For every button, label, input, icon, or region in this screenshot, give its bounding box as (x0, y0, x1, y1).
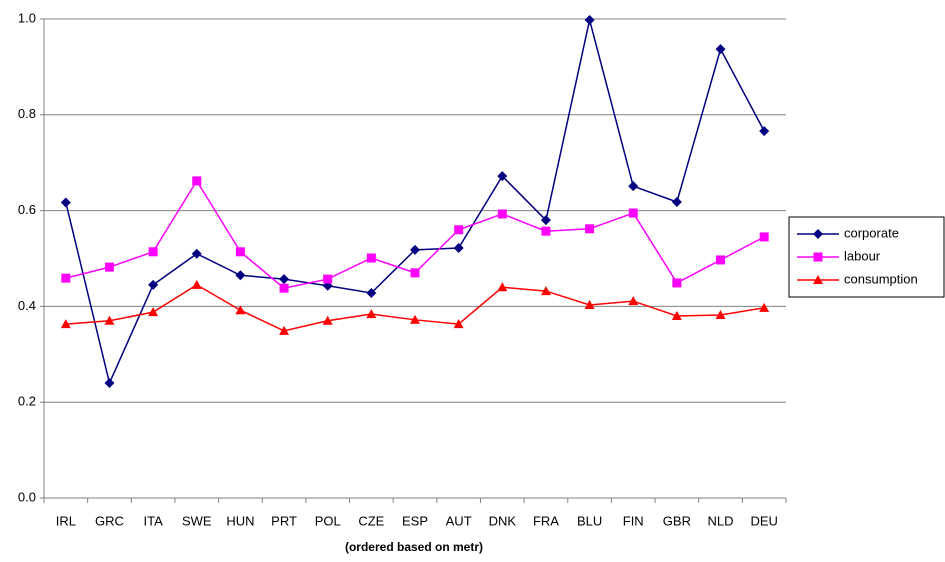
data-point (716, 255, 726, 265)
x-tick-label: ESP (402, 513, 428, 528)
data-point (672, 278, 682, 288)
legend-marker (813, 229, 823, 239)
x-tick-label: POL (315, 513, 341, 528)
data-point (322, 315, 333, 325)
data-point (104, 315, 115, 325)
data-point (148, 307, 159, 317)
x-tick-label: AUT (446, 513, 472, 528)
y-tick-label: 0.6 (18, 202, 36, 217)
x-tick-label: GBR (663, 513, 691, 528)
data-point (148, 279, 159, 290)
data-point (366, 287, 377, 298)
data-point (671, 310, 682, 320)
legend-marker (813, 252, 823, 262)
data-point (541, 226, 551, 236)
x-tick-label: DNK (489, 513, 517, 528)
x-tick-label: GRC (95, 513, 124, 528)
data-point (671, 196, 682, 207)
data-point (148, 247, 158, 257)
data-point (628, 296, 639, 306)
data-point (497, 282, 508, 292)
x-tick-label: CZE (358, 513, 384, 528)
data-point (235, 247, 245, 257)
x-tick-label: HUN (226, 513, 254, 528)
data-point (759, 126, 770, 137)
x-tick-label: FIN (623, 513, 644, 528)
x-tick-label: FRA (533, 513, 559, 528)
data-point (585, 224, 595, 234)
data-point (454, 225, 464, 235)
series-line (65, 283, 765, 332)
x-tick-label: NLD (708, 513, 734, 528)
data-point (628, 208, 638, 218)
data-point (715, 310, 726, 320)
data-point (410, 244, 420, 255)
data-point (628, 181, 639, 192)
data-point (191, 279, 202, 289)
y-tick-label: 1.0 (18, 10, 36, 25)
data-point (540, 215, 551, 226)
series-line (65, 19, 765, 386)
data-point (453, 242, 464, 253)
data-point (235, 270, 246, 281)
data-point (104, 378, 115, 389)
y-tick-label: 0.0 (18, 489, 36, 504)
data-point (366, 309, 377, 319)
y-tick-label: 0.2 (18, 394, 36, 409)
data-point (279, 274, 290, 285)
data-point (61, 273, 71, 283)
data-point (235, 305, 246, 315)
data-point (323, 274, 333, 284)
x-tick-label: BLU (577, 513, 602, 528)
x-tick-label: IRL (56, 513, 76, 528)
data-point (104, 262, 114, 272)
y-tick-label: 0.4 (18, 298, 36, 313)
data-point (279, 283, 289, 293)
legend-label: labour (844, 248, 881, 263)
data-point (60, 197, 71, 208)
data-point (715, 44, 726, 55)
data-point (584, 14, 595, 25)
data-point (279, 325, 290, 335)
data-point (410, 314, 420, 324)
x-tick-label: ITA (143, 513, 163, 528)
data-point (191, 248, 202, 259)
legend-label: consumption (844, 271, 918, 286)
data-point (60, 319, 71, 329)
x-tick-label: PRT (271, 513, 297, 528)
data-point (540, 286, 551, 296)
data-point (366, 253, 376, 263)
x-tick-label: SWE (182, 513, 212, 528)
legend-marker (813, 275, 823, 284)
x-tick-label: DEU (750, 513, 777, 528)
data-point (584, 299, 595, 309)
data-point (759, 232, 769, 242)
y-tick-label: 0.8 (18, 106, 36, 121)
x-axis-label: (ordered based on metr) (345, 540, 483, 554)
legend-label: corporate (844, 225, 899, 240)
data-point (759, 302, 770, 312)
data-point (497, 209, 507, 219)
data-point (410, 268, 420, 278)
data-point (192, 176, 202, 186)
data-point (453, 319, 464, 329)
data-point (497, 171, 508, 182)
